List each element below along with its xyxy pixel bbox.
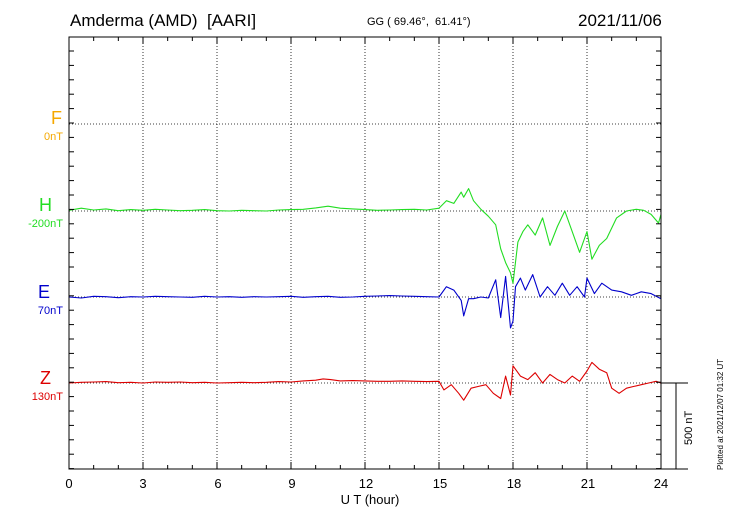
scale-bar-label: 500 nT — [683, 410, 695, 445]
plot-date: 2021/11/06 — [578, 11, 662, 30]
station-coords: GG ( 69.46°, 61.41°) — [367, 16, 471, 28]
x-tick-label: 15 — [432, 476, 448, 491]
channel-offset-h: -200nT — [28, 218, 63, 230]
x-tick-label: 12 — [358, 476, 374, 491]
channel-label-h: H — [39, 195, 52, 215]
channel-label-z: Z — [40, 368, 51, 388]
channel-offset-z: 130nT — [31, 391, 63, 403]
x-tick-label: 21 — [580, 476, 596, 491]
x-tick-label: 0 — [65, 476, 73, 491]
channel-label-e: E — [37, 282, 50, 302]
channel-offset-f: 0nT — [44, 131, 63, 143]
series-line-e — [68, 274, 662, 329]
plotted-timestamp: Plotted at 2021/12/07 01:32 UT — [716, 358, 725, 470]
plot-grid — [69, 37, 661, 469]
series-line-z — [68, 361, 662, 401]
x-tick-label: 24 — [653, 476, 669, 491]
plot-series — [68, 188, 662, 401]
x-tick-label: 18 — [506, 476, 522, 491]
x-axis-label: U T (hour) — [340, 492, 400, 507]
series-line-h — [68, 188, 662, 284]
channel-label-f: F — [51, 108, 62, 128]
plot-axes — [68, 36, 688, 470]
station-title: Amderma (AMD) [AARI] — [70, 11, 257, 30]
x-tick-label: 9 — [288, 476, 296, 491]
x-tick-label: 6 — [214, 476, 222, 491]
channel-offset-e: 70nT — [37, 305, 63, 317]
x-tick-label: 3 — [139, 476, 147, 491]
